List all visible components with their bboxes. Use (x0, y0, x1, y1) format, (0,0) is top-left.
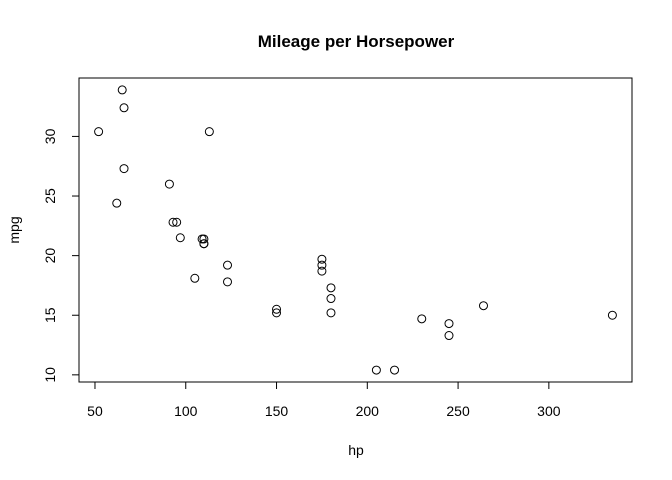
data-point (164, 179, 174, 189)
y-axis-label: mpg (6, 216, 22, 243)
x-tick-label: 50 (87, 403, 103, 419)
data-point (444, 319, 454, 329)
x-axis: 50 100 150 200 250 300 (87, 381, 561, 419)
data-point (117, 85, 127, 95)
x-tick-label: 300 (537, 403, 561, 419)
data-point (172, 217, 182, 227)
data-point (223, 260, 233, 270)
data-point (371, 365, 381, 375)
data-point (199, 234, 209, 244)
data-point (168, 217, 178, 227)
data-point (607, 310, 617, 320)
data-point (119, 164, 129, 174)
x-axis-label: hp (348, 442, 364, 458)
data-point (390, 365, 400, 375)
y-tick-label: 10 (42, 367, 58, 383)
x-tick-label: 150 (265, 403, 289, 419)
data-point (112, 198, 122, 208)
data-point (317, 266, 327, 276)
x-tick-label: 200 (356, 403, 380, 419)
data-point (119, 103, 129, 113)
data-point (272, 308, 282, 318)
data-point (223, 277, 233, 287)
data-point (326, 283, 336, 293)
data-point (417, 314, 427, 324)
data-point (272, 304, 282, 314)
y-axis: 10 15 20 25 30 (42, 128, 80, 383)
data-point (326, 308, 336, 318)
data-points (94, 85, 617, 375)
data-point (326, 294, 336, 304)
x-tick-label: 100 (174, 403, 198, 419)
data-point (197, 234, 207, 244)
y-tick-label: 30 (42, 128, 58, 144)
data-point (317, 260, 327, 270)
x-tick-label: 250 (446, 403, 470, 419)
data-point (444, 331, 454, 341)
data-point (478, 301, 488, 311)
data-point (190, 273, 200, 283)
data-point (204, 127, 214, 137)
plot-frame (78, 77, 633, 383)
data-point (317, 254, 327, 264)
data-point (94, 127, 104, 137)
data-point (199, 239, 209, 249)
y-tick-label: 15 (42, 307, 58, 323)
y-tick-label: 20 (42, 248, 58, 264)
chart-title: Mileage per Horsepower (258, 32, 455, 51)
y-tick-label: 25 (42, 188, 58, 204)
data-point (175, 233, 185, 243)
